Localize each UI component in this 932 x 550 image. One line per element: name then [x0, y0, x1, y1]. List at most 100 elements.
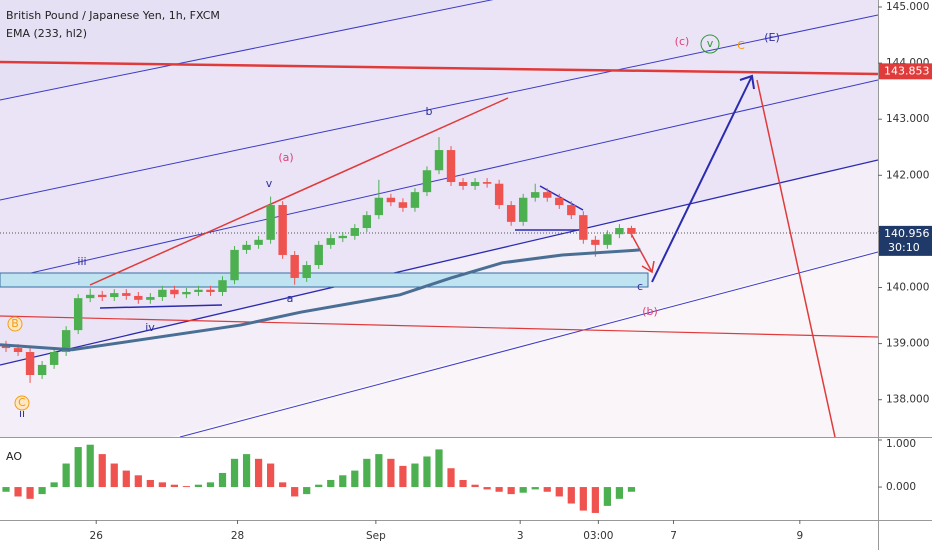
channel-lines — [0, 0, 878, 437]
ao-bar — [399, 465, 407, 488]
candle-body — [73, 298, 83, 331]
x-tick-label: 3 — [517, 530, 524, 542]
ao-bar — [567, 487, 575, 504]
candle-body — [266, 205, 275, 240]
wave-label: a — [287, 292, 294, 305]
candle-body — [13, 348, 23, 353]
candle-body — [543, 192, 552, 198]
ao-bar — [411, 463, 419, 488]
candle-body — [314, 244, 323, 266]
ao-bar — [483, 487, 491, 490]
candle-body — [567, 205, 576, 216]
resistance-line — [0, 60, 878, 76]
ao-bar — [38, 487, 46, 495]
wave-label: C — [18, 396, 26, 409]
ao-bar — [627, 487, 636, 492]
wave-label: (b) — [642, 305, 658, 318]
y-tick-label: 143.000 — [886, 113, 929, 125]
countdown-label: 30:10 — [888, 241, 920, 254]
ao-bar — [50, 482, 58, 488]
ao-bar — [170, 484, 179, 488]
candle-body — [350, 228, 360, 236]
candle-body — [531, 192, 540, 198]
trend-line — [0, 315, 878, 338]
candle-body — [122, 293, 131, 296]
ao-bar — [74, 447, 82, 488]
candle-body — [290, 254, 299, 278]
channel-fill — [0, 160, 878, 437]
candle-body — [49, 352, 59, 365]
ao-bar — [122, 470, 130, 488]
wave-label: b — [426, 105, 433, 118]
price-label: 140.956 — [884, 227, 930, 240]
ao-bar — [435, 449, 443, 488]
y-tick-label: 1.000 — [886, 438, 916, 450]
wave-circle — [7, 316, 23, 332]
ao-bar — [363, 458, 371, 488]
wave-label: B — [11, 317, 19, 330]
y-tick-label: 140.000 — [886, 282, 929, 294]
ao-bar — [230, 458, 239, 488]
candle-body — [627, 228, 636, 234]
y-tick-label: 139.000 — [886, 338, 929, 350]
x-tick-label: 26 — [90, 530, 104, 542]
candle-body — [110, 293, 119, 298]
candle-body — [591, 239, 600, 245]
candle-body — [230, 249, 239, 281]
candle-body — [338, 235, 347, 239]
ao-bar — [26, 487, 34, 499]
channel-fill — [0, 0, 878, 100]
candle-body — [506, 205, 516, 222]
x-tick-label: 9 — [796, 530, 803, 542]
ema-line — [0, 248, 641, 352]
candle-body — [362, 215, 372, 229]
resistance-label: 143.853 — [884, 64, 930, 77]
ao-bar — [507, 487, 515, 495]
candle-body — [254, 239, 263, 245]
candle-body — [37, 364, 47, 376]
chart-title: British Pound / Japanese Yen, 1h, FXCM — [6, 9, 220, 22]
ao-bar — [254, 458, 263, 488]
y-tick-label: 0.000 — [886, 481, 916, 493]
ao-bar — [471, 484, 479, 488]
wave-circle — [14, 395, 30, 411]
candle-body — [398, 202, 408, 208]
oscillator-label: AO — [6, 450, 22, 463]
y-tick-label: 142.000 — [886, 169, 929, 181]
ao-bar — [603, 487, 611, 506]
x-tick-label: 7 — [670, 530, 677, 542]
candle-body — [446, 150, 456, 183]
candle-body — [434, 150, 444, 171]
trend-line — [89, 97, 509, 286]
ao-bar — [387, 458, 395, 488]
ao-bar — [146, 480, 154, 488]
ao-bar — [327, 480, 335, 488]
wave-label: (E) — [764, 31, 780, 44]
candle-body — [603, 234, 612, 245]
candle-body — [170, 289, 179, 295]
wave-circle — [700, 34, 720, 54]
ao-bar — [555, 487, 563, 497]
ao-bar — [591, 487, 599, 513]
candle-body — [85, 294, 95, 299]
candle-body — [218, 280, 227, 292]
ao-bar — [351, 470, 359, 488]
ao-bar — [447, 468, 455, 488]
x-tick-label: 28 — [231, 530, 244, 542]
wave-label: v — [266, 177, 273, 190]
x-tick-label: Sep — [366, 530, 386, 542]
candle-body — [386, 197, 396, 203]
wave-label: iii — [77, 255, 86, 268]
candle-body — [494, 183, 504, 206]
ao-bar — [279, 482, 287, 488]
ao-bar — [62, 463, 70, 488]
ao-bar — [194, 484, 203, 488]
candle-body — [206, 289, 215, 292]
candle-body — [482, 182, 492, 184]
candle-body — [25, 352, 35, 376]
candle-body — [158, 289, 167, 298]
ao-bar — [423, 456, 431, 488]
ao-bar — [519, 487, 527, 493]
candle-body — [182, 291, 191, 295]
